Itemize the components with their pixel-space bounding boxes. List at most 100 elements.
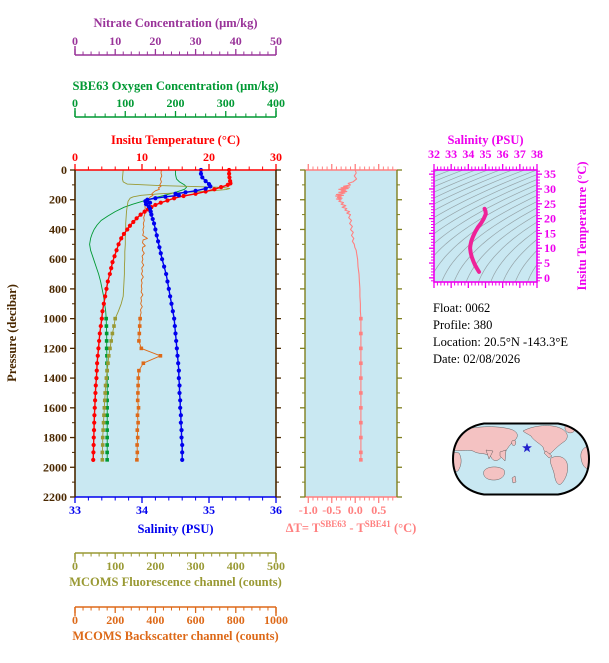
- fluorescence-tick-label: 400: [227, 559, 245, 573]
- salinity-profile-marker: [203, 179, 208, 184]
- world-map: [451, 422, 591, 496]
- backscatter-axis-title: MCOMS Backscatter channel (counts): [72, 629, 278, 643]
- salinity-profile-marker: [162, 264, 167, 269]
- temperature-profile-marker: [134, 216, 139, 221]
- pressure-tick-label: 1000: [43, 312, 67, 326]
- ts-temperature-tick-label: 0: [544, 271, 550, 285]
- map-outline: [451, 422, 591, 496]
- fluorescence-tick-label: 100: [106, 559, 124, 573]
- temperature-profile-marker: [172, 196, 177, 201]
- fluorescence-profile-marker: [100, 450, 105, 455]
- nitrate-tick-label: 40: [230, 34, 242, 48]
- temperature-profile-marker: [125, 227, 130, 232]
- ts-curve-line: [468, 206, 488, 274]
- salinity-profile-marker: [203, 186, 208, 191]
- fluorescence-tick-label: 200: [146, 559, 164, 573]
- backscatter-tick-label: 1000: [264, 613, 288, 627]
- backscatter-profile-marker: [138, 316, 142, 321]
- ts-salinity-axis-title: Salinity (PSU): [447, 133, 523, 147]
- temperature-profile-marker: [91, 435, 96, 440]
- delta-t-profile-marker: [359, 450, 363, 455]
- backscatter-tick-label: 600: [187, 613, 205, 627]
- backscatter-profile-marker: [135, 443, 139, 447]
- ts-temperature-tick-label: 20: [544, 212, 556, 226]
- temperature-axis: 0 10 20 30 Insitu Temperature (°C): [72, 133, 282, 170]
- oxygen-profile-marker: [105, 391, 109, 395]
- nitrate-axis: 0 10 20 30 40 50 Nitrate Concentration (μm/kg): [72, 16, 282, 56]
- salinity-profile-marker: [177, 390, 182, 396]
- temperature-profile-marker: [142, 209, 147, 214]
- oxygen-profile-marker: [104, 339, 109, 343]
- salinity-profile-marker: [178, 420, 183, 425]
- oxygen-profile-marker: [105, 398, 109, 403]
- fluorescence-axis-title: MCOMS Fluorescence channel (counts): [69, 575, 282, 589]
- fluorescence-profile-marker: [104, 376, 109, 380]
- isopycnal-contour: [434, 170, 501, 199]
- landmass: [453, 451, 462, 473]
- delta-t-profile-marker: [359, 406, 363, 410]
- salinity-profile-marker: [151, 221, 157, 226]
- temperature-profile-marker: [107, 271, 112, 277]
- delta-t-label-part: SBE41: [365, 519, 392, 529]
- fluorescence-profile-marker: [102, 413, 106, 418]
- fluorescence-profile-marker: [101, 428, 105, 432]
- temperature-profile-marker: [95, 353, 100, 358]
- salinity-profile-marker: [179, 435, 184, 440]
- temperature-profile-marker: [193, 191, 198, 196]
- salinity-profile-marker: [174, 338, 179, 344]
- oxygen-tick-label: 100: [116, 96, 134, 110]
- temperature-profile-marker: [127, 223, 133, 228]
- ts-temperature-tick-label: 5: [544, 256, 550, 270]
- ts-temperature-tick-label: 15: [544, 226, 556, 240]
- oxygen-profile-marker: [104, 324, 109, 328]
- backscatter-profile-marker: [137, 331, 142, 336]
- nitrate-tick-label: 50: [270, 34, 282, 48]
- temperature-profile-marker: [203, 189, 208, 194]
- salinity-profile-marker: [180, 457, 185, 462]
- fluorescence-profile-marker: [102, 398, 107, 403]
- delta-t-label-part: - T: [346, 521, 365, 535]
- oxygen-profile-marker: [105, 420, 109, 425]
- oxygen-profile-marker: [105, 406, 109, 410]
- delta-t-label-part: ΔT= T: [286, 521, 321, 535]
- salinity-profile-marker: [173, 331, 178, 336]
- ts-salinity-tick-label: 33: [445, 147, 457, 161]
- salinity-tick-label: 36: [270, 503, 282, 517]
- fluorescence-profile-marker: [102, 406, 107, 410]
- pressure-tick-label: 600: [49, 252, 67, 266]
- salinity-axis: 33 34 35 36 Salinity (PSU): [69, 497, 282, 536]
- info-line: Date: 02/08/2026: [433, 352, 520, 366]
- isopycnal-contour: [490, 229, 537, 282]
- ts-salinity-tick-label: 36: [497, 147, 509, 161]
- temperature-tick-label: 30: [270, 150, 282, 164]
- oxygen-tick-label: 400: [267, 96, 285, 110]
- backscatter-profile-marker: [137, 324, 142, 328]
- fluorescence-profile-marker: [100, 443, 105, 447]
- temperature-profile-marker: [91, 428, 97, 433]
- delta-t-profile-marker: [359, 361, 363, 366]
- fluorescence-tick-label: 500: [267, 559, 285, 573]
- oxygen-tick-label: 300: [217, 96, 235, 110]
- temperature-profile-marker: [116, 242, 121, 247]
- landmass: [580, 445, 589, 470]
- pressure-tick-label: 200: [49, 193, 67, 207]
- salinity-profile-marker: [176, 361, 181, 366]
- ts-plot-area: [434, 170, 537, 282]
- fluorescence-profile-marker: [113, 316, 117, 321]
- landmass: [550, 456, 568, 485]
- nitrate-axis-title: Nitrate Concentration (μm/kg): [94, 16, 258, 30]
- nitrate-tick-label: 30: [190, 34, 202, 48]
- info-line: Profile: 380: [433, 318, 492, 332]
- fluorescence-profile-marker: [109, 339, 113, 343]
- float-info-block: Float: 0062 Profile: 380 Location: 20.5°N …: [433, 301, 568, 366]
- landmass: [543, 450, 553, 459]
- salinity-profile-marker: [150, 216, 155, 222]
- temperature-profile-marker: [212, 187, 217, 192]
- nitrate-tick-label: 0: [72, 34, 78, 48]
- salinity-profile-marker: [154, 233, 159, 238]
- temperature-profile-marker: [110, 260, 115, 265]
- salinity-profile-marker: [166, 286, 171, 292]
- isopycnal-contour: [434, 170, 526, 211]
- delta-t-tick-label: 0.0: [348, 503, 363, 517]
